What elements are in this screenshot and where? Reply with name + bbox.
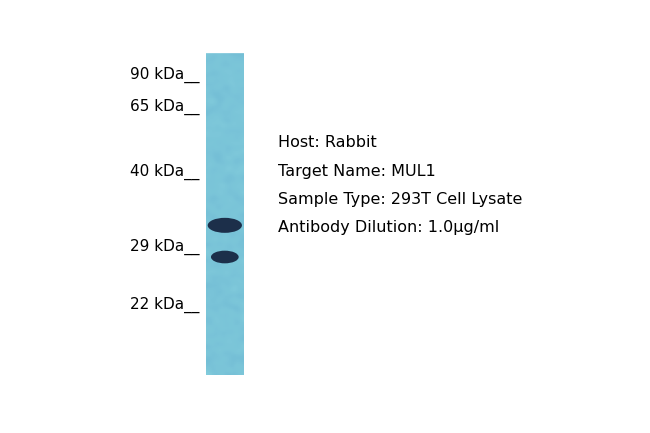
- Ellipse shape: [208, 218, 242, 233]
- Text: 40 kDa__: 40 kDa__: [130, 164, 200, 180]
- Text: 65 kDa__: 65 kDa__: [130, 99, 200, 115]
- Ellipse shape: [211, 251, 239, 263]
- Text: 22 kDa__: 22 kDa__: [130, 297, 200, 313]
- Text: Sample Type: 293T Cell Lysate: Sample Type: 293T Cell Lysate: [278, 192, 522, 207]
- Text: Target Name: MUL1: Target Name: MUL1: [278, 164, 436, 179]
- Text: 29 kDa__: 29 kDa__: [130, 239, 200, 255]
- Text: Host: Rabbit: Host: Rabbit: [278, 135, 376, 150]
- Bar: [206, 54, 244, 375]
- Text: Antibody Dilution: 1.0μg/ml: Antibody Dilution: 1.0μg/ml: [278, 220, 499, 235]
- Text: 90 kDa__: 90 kDa__: [130, 67, 200, 84]
